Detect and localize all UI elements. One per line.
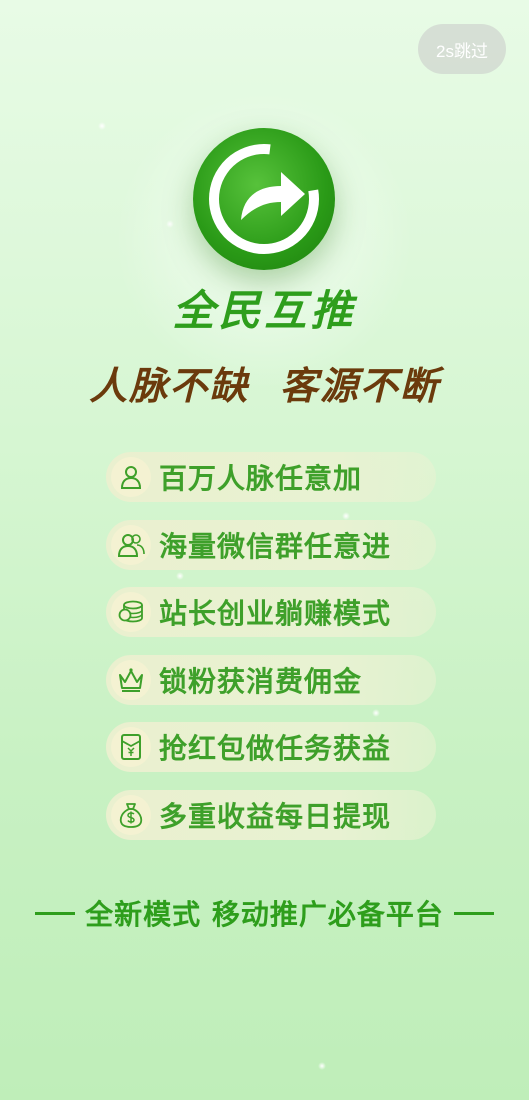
skip-label: 2s跳过	[436, 41, 488, 61]
feature-label: 百万人脉任意加	[159, 462, 363, 495]
sparkle	[98, 122, 106, 130]
money-bag-icon	[111, 794, 151, 835]
feature-item: 多重收益每日提现	[106, 789, 436, 840]
feature-item: 站长创业躺赚模式	[106, 587, 436, 637]
app-logo	[193, 128, 335, 270]
sparkle	[176, 572, 184, 580]
crown-icon	[111, 659, 151, 700]
group-icon	[111, 524, 151, 565]
feature-list: 百万人脉任意加 海量微信群任意进	[106, 452, 436, 857]
share-arrow-icon	[209, 144, 319, 254]
feature-item: 海量微信群任意进	[106, 519, 436, 570]
feature-item: 百万人脉任意加	[106, 452, 436, 502]
footer-tagline: 全新模式 移动推广必备平台	[0, 893, 529, 933]
sparkle	[342, 512, 350, 520]
skip-button[interactable]: 2s跳过	[418, 24, 506, 74]
feature-label: 锁粉获消费佣金	[159, 664, 363, 698]
app-name: 全民互推	[172, 286, 357, 335]
feature-label: 抢红包做任务获益	[159, 732, 392, 765]
feature-label: 多重收益每日提现	[159, 799, 392, 833]
sparkle	[166, 220, 174, 228]
red-packet-icon	[111, 727, 151, 767]
coins-icon	[111, 592, 151, 632]
tagline: 全新模式 移动推广必备平台	[85, 898, 444, 931]
sparkle	[318, 1062, 326, 1070]
divider	[35, 911, 76, 915]
feature-label: 海量微信群任意进	[159, 529, 392, 563]
feature-item: 锁粉获消费佣金	[106, 654, 436, 705]
person-icon	[111, 457, 151, 497]
sparkle	[372, 709, 380, 717]
divider	[453, 911, 494, 915]
feature-item: 抢红包做任务获益	[106, 722, 436, 772]
slogan: 人脉不缺 客源不断	[89, 363, 440, 408]
feature-label: 站长创业躺赚模式	[159, 597, 392, 630]
